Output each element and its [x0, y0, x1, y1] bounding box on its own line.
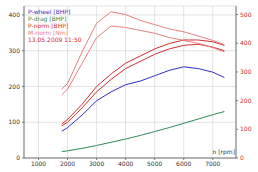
svg-text:7000: 7000	[205, 160, 220, 167]
html-text:P-wheel [BHP]: P-wheel [BHP]	[28, 8, 71, 15]
svg-text:300: 300	[9, 47, 21, 54]
html-text:n [rpm]: n [rpm]	[212, 148, 235, 155]
svg-text:500: 500	[240, 11, 250, 18]
svg-text:200: 200	[9, 83, 21, 90]
svg-text:2000: 2000	[60, 160, 75, 167]
html-text:P-norm [BHP]: P-norm [BHP]	[28, 22, 69, 29]
svg-text:5000: 5000	[147, 160, 162, 167]
svg-text:400: 400	[9, 11, 21, 18]
svg-text:3000: 3000	[89, 160, 104, 167]
svg-text:400: 400	[240, 39, 250, 46]
svg-text:100: 100	[9, 118, 21, 125]
svg-text:0: 0	[16, 154, 20, 161]
html-text:P-drag [BHP]: P-drag [BHP]	[28, 15, 67, 22]
svg-text:100: 100	[240, 125, 250, 132]
svg-text:0: 0	[240, 154, 244, 161]
html-text:13.05.2009 11:50: 13.05.2009 11:50	[28, 36, 82, 43]
svg-text:1000: 1000	[31, 160, 46, 167]
svg-text:6000: 6000	[176, 160, 191, 167]
html-text:M-norm [Nm]: M-norm [Nm]	[28, 29, 68, 36]
svg-text:4000: 4000	[118, 160, 133, 167]
svg-text:300: 300	[240, 68, 250, 75]
svg-text:200: 200	[240, 97, 250, 104]
